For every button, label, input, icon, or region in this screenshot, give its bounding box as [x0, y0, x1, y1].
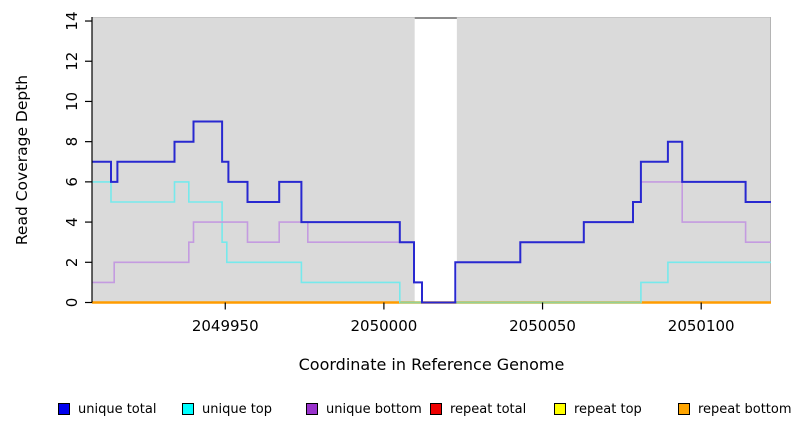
legend-item-repeat-bottom: repeat bottom: [678, 398, 792, 420]
y-tick-label: 10: [63, 92, 81, 111]
x-tick-label: 2050000: [351, 317, 418, 335]
y-tick-label: 6: [63, 177, 81, 187]
x-tick-label: 2050100: [668, 317, 735, 335]
legend-label: repeat top: [574, 401, 642, 417]
x-axis-title: Coordinate in Reference Genome: [299, 355, 565, 374]
legend-swatch-unique-total: [58, 403, 70, 415]
legend-item-unique-total: unique total: [58, 398, 156, 420]
legend-label: repeat total: [450, 401, 527, 417]
y-tick-label: 4: [63, 217, 81, 227]
legend-item-repeat-total: repeat total: [430, 398, 526, 420]
y-tick-label: 12: [63, 52, 81, 71]
y-tick-label: 8: [63, 137, 81, 147]
legend-label: unique bottom: [326, 401, 422, 417]
coverage-region: [456, 17, 771, 303]
y-tick-label: 2: [63, 258, 81, 268]
series-unique-total-line: [92, 120, 771, 304]
legend-label: repeat bottom: [698, 401, 792, 417]
legend-item-unique-bottom: unique bottom: [306, 398, 422, 420]
legend-swatch-unique-bottom: [306, 403, 318, 415]
x-tick-label: 2049950: [192, 317, 259, 335]
legend-swatch-unique-top: [182, 403, 194, 415]
legend-item-repeat-top: repeat top: [554, 398, 642, 420]
series-unique-top-line: [92, 181, 771, 304]
y-tick-label: 0: [63, 298, 81, 308]
legend-item-unique-top: unique top: [182, 398, 272, 420]
legend-swatch-repeat-top: [554, 403, 566, 415]
axes: 0 2 4 6 8 10 12 14 2049950 2050000 2050050 2050100: [63, 11, 735, 335]
legend-swatch-repeat-total: [430, 403, 442, 415]
plot-area: [92, 17, 771, 304]
legend-label: unique total: [78, 401, 157, 417]
chart-legend: unique total unique top unique bottom repea…: [0, 398, 792, 424]
legend-swatch-repeat-bottom: [678, 403, 690, 415]
coverage-region: [92, 17, 415, 303]
legend-label: unique top: [202, 401, 273, 417]
y-tick-label: 14: [63, 11, 81, 30]
y-axis-title: Read Coverage Depth: [13, 75, 31, 245]
x-tick-label: 2050050: [509, 317, 576, 335]
